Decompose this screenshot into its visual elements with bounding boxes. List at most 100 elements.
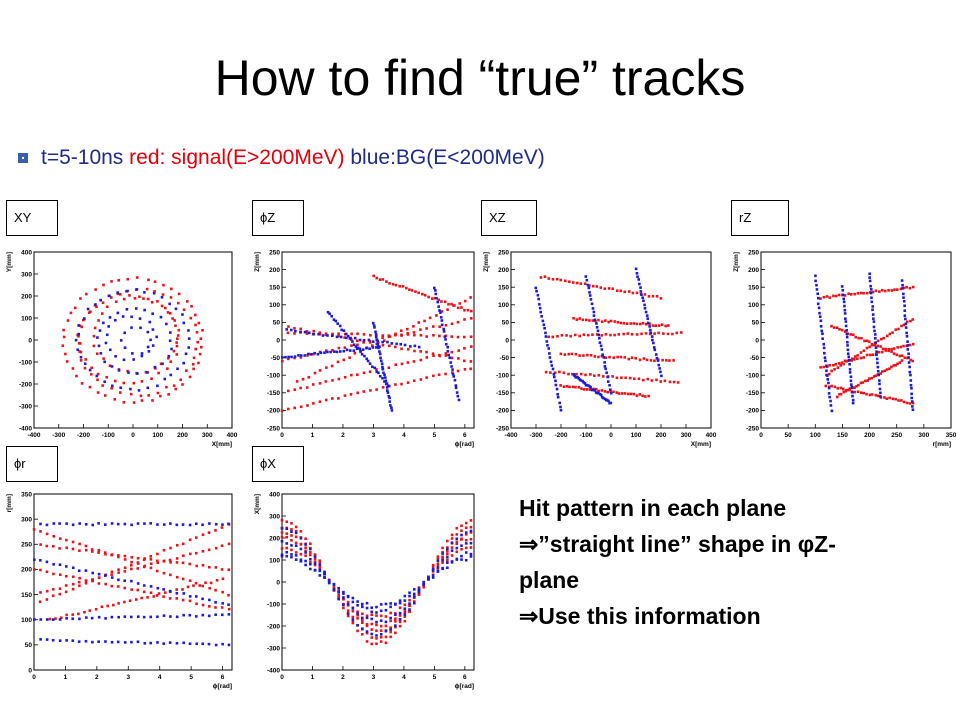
- hit-point: [307, 331, 311, 335]
- hit-point: [394, 617, 397, 621]
- hit-point: [285, 328, 288, 331]
- hit-point: [909, 373, 912, 377]
- hit-point: [123, 346, 127, 349]
- hit-point: [102, 357, 105, 360]
- hit-point: [464, 546, 468, 550]
- hit-point: [455, 542, 459, 546]
- hit-point: [333, 350, 336, 353]
- hit-point: [900, 324, 903, 328]
- hit-point: [551, 367, 555, 371]
- hit-point: [862, 356, 866, 359]
- hit-point: [427, 577, 430, 580]
- hit-point: [403, 607, 407, 610]
- hit-point: [379, 629, 383, 632]
- y-tick-label: 250: [269, 249, 280, 256]
- hit-point: [817, 296, 820, 300]
- hit-point: [192, 367, 195, 371]
- hit-point: [176, 334, 180, 337]
- hit-point: [328, 312, 331, 316]
- hit-point: [436, 562, 440, 565]
- hit-point: [201, 533, 205, 536]
- x-tick-label: -100: [579, 432, 592, 439]
- hit-point: [403, 613, 407, 616]
- hit-point: [394, 283, 398, 287]
- hit-point: [412, 325, 415, 328]
- hit-point: [110, 640, 114, 644]
- hit-point: [309, 560, 312, 564]
- hit-point: [339, 335, 343, 339]
- hit-point: [177, 328, 181, 332]
- hit-point: [408, 609, 411, 613]
- hit-point: [597, 389, 600, 393]
- hit-point: [887, 289, 890, 292]
- hit-point: [664, 359, 668, 362]
- hit-point: [586, 333, 590, 337]
- hit-point: [157, 371, 160, 375]
- hit-point: [911, 342, 915, 346]
- hit-point: [110, 584, 114, 588]
- hit-point: [156, 552, 159, 556]
- hit-point: [830, 384, 833, 388]
- hit-point: [117, 602, 120, 605]
- hit-point: [643, 293, 647, 296]
- hit-point: [33, 618, 36, 621]
- hit-point: [123, 522, 127, 526]
- hit-point: [375, 634, 378, 637]
- hit-point: [58, 618, 62, 621]
- hit-point: [845, 335, 849, 339]
- hit-point: [309, 553, 312, 557]
- hit-point: [182, 361, 185, 365]
- hit-point: [309, 562, 312, 566]
- hit-point: [337, 332, 340, 335]
- hit-point: [536, 293, 540, 297]
- hit-point: [97, 615, 101, 619]
- hit-point: [88, 368, 92, 372]
- hit-point: [565, 384, 569, 388]
- hit-point: [814, 274, 817, 278]
- hit-point: [290, 539, 293, 542]
- panel-label-xz: XZ: [481, 200, 537, 236]
- hit-point: [649, 331, 653, 335]
- hit-point: [389, 628, 392, 631]
- hit-point: [597, 391, 600, 395]
- hit-point: [579, 282, 583, 285]
- hit-point: [280, 527, 284, 530]
- hit-point: [84, 358, 88, 361]
- hit-point: [631, 291, 635, 295]
- hit-point: [65, 639, 68, 642]
- hit-point: [591, 307, 595, 310]
- hit-point: [589, 386, 592, 389]
- hit-point: [390, 342, 394, 345]
- hit-point: [463, 368, 467, 371]
- hit-point: [578, 317, 581, 320]
- hit-point: [615, 376, 619, 380]
- hit-point: [366, 359, 370, 363]
- hit-point: [841, 288, 845, 292]
- hit-point: [89, 373, 93, 376]
- hit-point: [613, 333, 616, 337]
- hit-point: [167, 356, 170, 360]
- hit-point: [332, 318, 336, 321]
- hit-point: [168, 589, 172, 593]
- hit-point: [348, 356, 351, 360]
- hit-point: [885, 334, 889, 338]
- hit-point: [572, 373, 576, 376]
- hit-point: [117, 369, 121, 372]
- hit-point: [822, 365, 826, 369]
- hit-point: [32, 568, 36, 571]
- hit-point: [451, 372, 455, 376]
- hit-point: [460, 547, 463, 551]
- hit-point: [227, 613, 231, 616]
- hit-point: [125, 308, 129, 311]
- hit-point: [575, 372, 578, 376]
- hit-point: [65, 360, 69, 363]
- hit-point: [227, 603, 230, 606]
- hit-point: [423, 293, 427, 297]
- hit-point: [460, 554, 463, 558]
- hit-point: [162, 614, 166, 617]
- hit-point: [330, 334, 334, 338]
- hit-point: [129, 392, 133, 396]
- hit-point: [194, 615, 198, 618]
- hit-point: [105, 305, 109, 309]
- hit-point: [181, 523, 185, 526]
